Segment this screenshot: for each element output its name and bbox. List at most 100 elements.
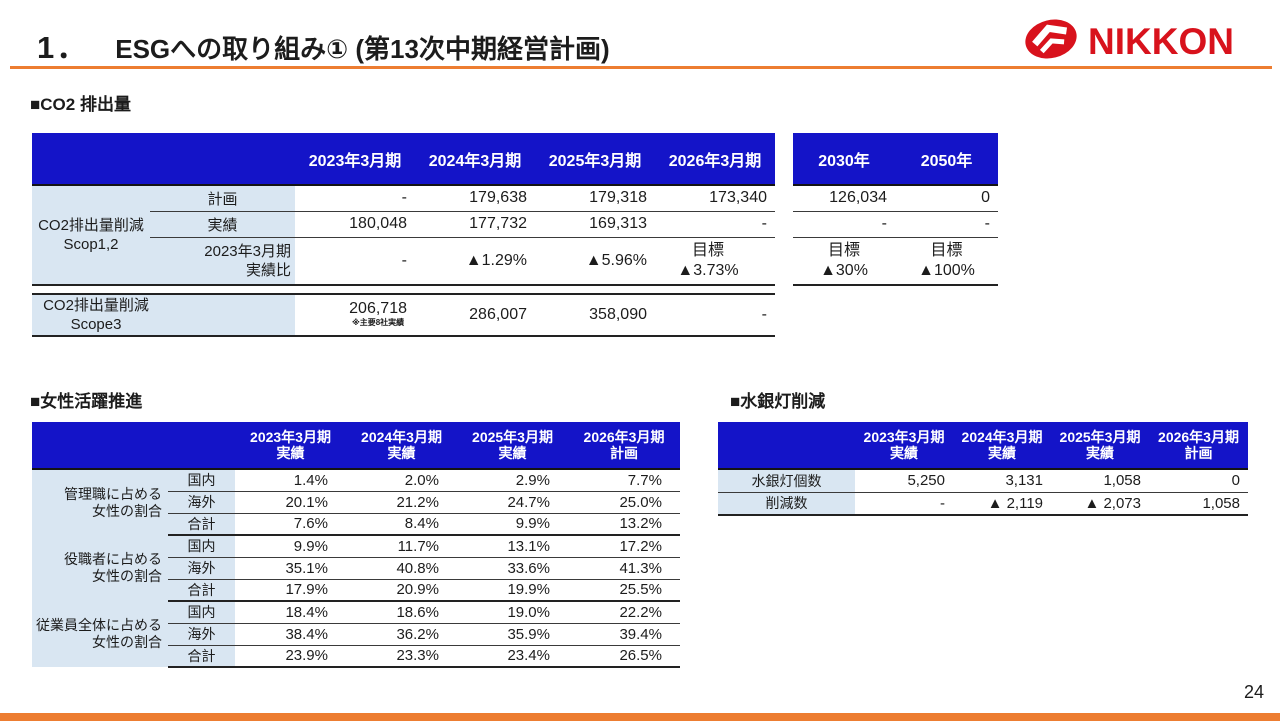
cell-value: ▲1.29% xyxy=(415,237,535,286)
cell-value: - xyxy=(855,492,953,516)
women-table: 2023年3月期 実績 2024年3月期 実績 2025年3月期 実績 2026… xyxy=(32,422,680,668)
co2-col-header: 2023年3月期 xyxy=(295,133,415,186)
mercury-col-header: 2024年3月期 実績 xyxy=(953,422,1051,470)
co2-col-header: 2026年3月期 xyxy=(655,133,775,186)
cell-value: 286,007 xyxy=(415,293,535,337)
cell-value: 2.9% xyxy=(457,469,568,492)
title-text: ESGへの取り組み① (第13次中期経営計画) xyxy=(115,34,610,64)
logo-text: NIKKON xyxy=(1088,20,1234,62)
cell-value: 24.7% xyxy=(457,491,568,514)
cell-value: 36.2% xyxy=(346,623,457,646)
cell-value: 19.9% xyxy=(457,579,568,602)
cell-value: 21.2% xyxy=(346,491,457,514)
cell-value: 0 xyxy=(895,185,998,212)
co2-row-label: 計画 xyxy=(150,185,295,212)
cell-value: 目標 ▲30% xyxy=(793,237,895,286)
women-col-header: 2024年3月期 実績 xyxy=(346,422,457,470)
cell-value: 目標 ▲100% xyxy=(895,237,998,286)
cell-value: 1.4% xyxy=(235,469,346,492)
cell-value: 173,340 xyxy=(655,185,775,212)
cell-value: 358,090 xyxy=(535,293,655,337)
page-number: 24 xyxy=(1243,682,1264,702)
co2-row-label: 実績 xyxy=(150,211,295,238)
cell-value: 2.0% xyxy=(346,469,457,492)
cell-value: 39.4% xyxy=(568,623,680,646)
co2-emissions-table: 2023年3月期 2024年3月期 2025年3月期 2026年3月期 CO2排… xyxy=(32,133,775,286)
cell-value: 3,131 xyxy=(953,469,1051,493)
cell-value: 17.2% xyxy=(568,535,680,558)
cell-value: 25.0% xyxy=(568,491,680,514)
cell-value: 13.1% xyxy=(457,535,568,558)
cell-value: 179,318 xyxy=(535,185,655,212)
cell-value: 180,048 xyxy=(295,211,415,238)
cell-value: 17.9% xyxy=(235,579,346,602)
women-col-header: 2023年3月期 実績 xyxy=(235,422,346,470)
women-section-heading: ■女性活躍推進 xyxy=(30,392,143,411)
co2-header-blank xyxy=(32,133,295,186)
women-header-blank xyxy=(32,422,235,470)
co2-target-table: 2030年 2050年 126,034 0 - - 目標 ▲30% 目標 ▲10… xyxy=(793,133,998,286)
cell-value: 26.5% xyxy=(568,645,680,668)
cell-value: 41.3% xyxy=(568,557,680,580)
cell-value: - xyxy=(895,211,998,238)
cell-value: 9.9% xyxy=(235,535,346,558)
nikkon-logo: NIKKON xyxy=(1022,16,1234,67)
bottom-accent-bar xyxy=(0,713,1280,721)
women-group-label: 従業員全体に占める 女性の割合 xyxy=(32,601,168,667)
co2-section-heading: ■CO2 排出量 xyxy=(30,95,131,114)
co2-col-header: 2025年3月期 xyxy=(535,133,655,186)
row-label: 水銀灯個数 xyxy=(718,469,855,493)
mercury-header-blank xyxy=(718,422,855,470)
co2-row-label: 2023年3月期 実績比 xyxy=(150,237,295,286)
cell-value: 35.9% xyxy=(457,623,568,646)
cell-value: 126,034 xyxy=(793,185,895,212)
cell-value: 20.9% xyxy=(346,579,457,602)
cell-value: 11.7% xyxy=(346,535,457,558)
title-underline xyxy=(10,66,1272,69)
mercury-table: 2023年3月期 実績 2024年3月期 実績 2025年3月期 実績 2026… xyxy=(718,422,1248,516)
cell-value: 38.4% xyxy=(235,623,346,646)
cell-value: 18.4% xyxy=(235,601,346,624)
cell-value: 7.6% xyxy=(235,513,346,536)
row-label: 合計 xyxy=(168,645,235,668)
cell-value: - xyxy=(655,211,775,238)
cell-value: 目標 ▲3.73% xyxy=(655,237,775,286)
mercury-section-heading: ■水銀灯削減 xyxy=(730,392,826,411)
title-number: 1． xyxy=(37,30,90,65)
women-group-label: 管理職に占める 女性の割合 xyxy=(32,469,168,535)
cell-value: 23.4% xyxy=(457,645,568,668)
row-label: 削減数 xyxy=(718,492,855,516)
women-col-header: 2025年3月期 実績 xyxy=(457,422,568,470)
women-group-label: 役職者に占める 女性の割合 xyxy=(32,535,168,601)
cell-value: 33.6% xyxy=(457,557,568,580)
target-col-header: 2030年 xyxy=(793,133,895,186)
cell-value: 5,250 xyxy=(855,469,953,493)
mercury-col-header: 2023年3月期 実績 xyxy=(855,422,953,470)
row-label: 国内 xyxy=(168,601,235,624)
cell-value: 179,638 xyxy=(415,185,535,212)
row-label: 海外 xyxy=(168,557,235,580)
mercury-col-header: 2026年3月期 計画 xyxy=(1149,422,1248,470)
scope3-row-label: CO2排出量削減 Scope3 xyxy=(32,293,295,337)
cell-value: 19.0% xyxy=(457,601,568,624)
cell-value: 13.2% xyxy=(568,513,680,536)
co2-scope3-table: CO2排出量削減 Scope3 206,718 ※主要8社実績 286,007 … xyxy=(32,293,775,337)
cell-value: 18.6% xyxy=(346,601,457,624)
cell-value: 206,718 ※主要8社実績 xyxy=(295,293,415,337)
cell-value: - xyxy=(295,237,415,286)
cell-value: - xyxy=(295,185,415,212)
cell-value: 25.5% xyxy=(568,579,680,602)
cell-value: 7.7% xyxy=(568,469,680,492)
target-col-header: 2050年 xyxy=(895,133,998,186)
cell-value: 1,058 xyxy=(1149,492,1248,516)
page-title: 1． ESGへの取り組み① (第13次中期経営計画) xyxy=(37,22,610,67)
cell-value: 23.3% xyxy=(346,645,457,668)
cell-value: - xyxy=(655,293,775,337)
cell-value: 8.4% xyxy=(346,513,457,536)
co2-col-header: 2024年3月期 xyxy=(415,133,535,186)
logo-mark-icon xyxy=(1022,16,1080,67)
cell-value: 35.1% xyxy=(235,557,346,580)
cell-value: ▲ 2,119 xyxy=(953,492,1051,516)
cell-value: - xyxy=(793,211,895,238)
